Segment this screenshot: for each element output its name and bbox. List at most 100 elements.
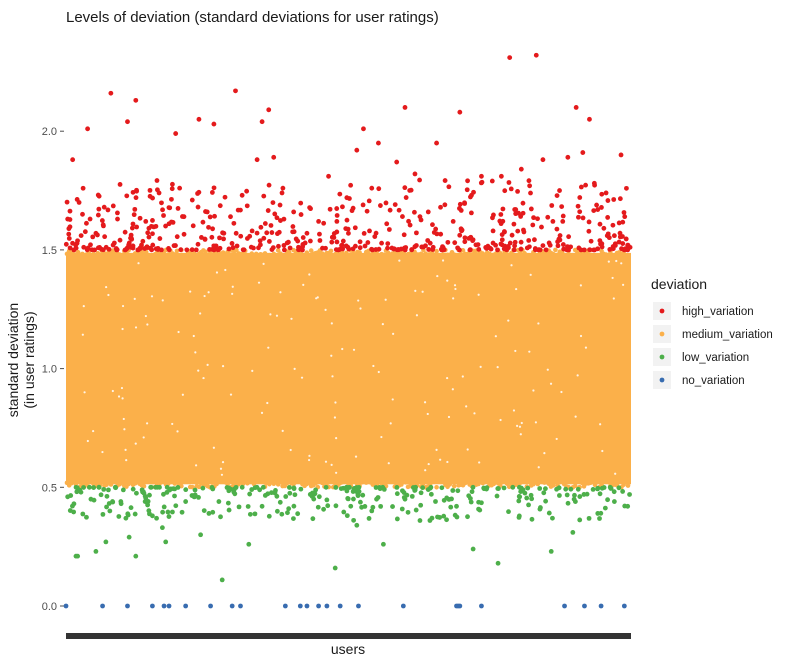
high-variation-point xyxy=(395,247,401,252)
band-gap xyxy=(447,415,451,419)
band-gap xyxy=(144,314,147,318)
low-variation-point xyxy=(67,508,73,513)
no-variation-point xyxy=(316,603,321,609)
band-gap xyxy=(192,334,195,338)
high-variation-point xyxy=(181,214,187,220)
medium-variation-point xyxy=(319,251,325,256)
band-gap xyxy=(122,417,125,421)
high-variation-point xyxy=(261,235,267,241)
medium-variation-point xyxy=(434,484,439,490)
high-variation-point xyxy=(80,185,86,191)
medium-variation-point xyxy=(192,478,197,483)
high-variation-point xyxy=(406,218,411,224)
high-variation-point xyxy=(352,225,358,231)
high-variation-point xyxy=(557,188,562,193)
high-variation-point xyxy=(484,246,489,251)
low-variation-point xyxy=(219,577,225,583)
high-variation-point xyxy=(149,247,155,253)
low-variation-point xyxy=(134,490,139,496)
low-variation-point xyxy=(516,498,522,504)
band-gap xyxy=(267,346,270,349)
high-variation-point xyxy=(402,105,408,110)
medium-variation-point xyxy=(344,477,349,483)
high-variation-point xyxy=(566,247,571,253)
high-variation-point xyxy=(499,237,505,243)
band-gap xyxy=(111,389,114,393)
chart-title: Levels of deviation (standard deviations… xyxy=(66,9,439,26)
high-variation-point xyxy=(622,214,628,220)
high-variation-point xyxy=(478,180,484,186)
medium-variation-point xyxy=(570,252,576,258)
high-variation-point xyxy=(577,195,583,200)
low-variation-point xyxy=(518,489,524,495)
medium-variation-point xyxy=(440,477,446,483)
low-variation-point xyxy=(344,488,350,494)
band-gap xyxy=(427,462,430,466)
band-gap xyxy=(398,259,401,262)
low-variation-point xyxy=(103,539,109,545)
high-variation-point xyxy=(286,239,291,245)
legend-title: deviation xyxy=(651,276,707,292)
high-variation-point xyxy=(412,209,417,215)
low-variation-point xyxy=(247,511,253,517)
high-variation-point xyxy=(254,157,260,163)
high-variation-point xyxy=(169,186,175,192)
low-variation-point xyxy=(277,499,283,505)
high-variation-point xyxy=(495,247,500,253)
high-variation-point xyxy=(490,228,496,234)
high-variation-point xyxy=(133,97,139,103)
high-variation-point xyxy=(479,173,484,179)
low-variation-point xyxy=(113,485,118,490)
high-variation-point xyxy=(426,246,432,252)
high-variation-point xyxy=(212,245,218,251)
band-gap xyxy=(212,446,215,449)
high-variation-point xyxy=(407,222,413,228)
low-variation-point xyxy=(370,504,376,510)
low-variation-point xyxy=(405,509,411,515)
medium-variation-point xyxy=(594,479,600,485)
low-variation-point xyxy=(232,486,237,492)
low-variation-point xyxy=(159,525,165,531)
high-variation-point xyxy=(599,205,604,210)
high-variation-point xyxy=(234,243,240,249)
low-variation-point xyxy=(577,494,583,499)
high-variation-point xyxy=(379,240,384,246)
low-variation-point xyxy=(166,514,172,519)
medium-variation-point xyxy=(170,478,175,483)
band-gap xyxy=(441,259,445,262)
low-variation-point xyxy=(355,493,361,499)
high-variation-point xyxy=(345,226,351,232)
low-variation-point xyxy=(260,484,266,490)
band-gap xyxy=(121,397,124,400)
high-variation-point xyxy=(258,224,264,230)
high-variation-point xyxy=(99,218,105,223)
high-variation-point xyxy=(350,246,356,252)
high-variation-point xyxy=(360,202,366,208)
no-variation-point xyxy=(166,603,172,609)
legend-item-low-variation: low_variation xyxy=(653,348,749,366)
high-variation-point xyxy=(259,119,265,125)
high-variation-point xyxy=(367,228,372,234)
low-variation-point xyxy=(272,490,278,496)
low-variation-point xyxy=(165,509,171,515)
low-variation-point xyxy=(191,493,196,499)
band-gap xyxy=(334,401,337,404)
medium-variation-point xyxy=(238,477,244,483)
low-variation-point xyxy=(590,487,596,492)
high-variation-point xyxy=(430,222,435,228)
medium-variation-point xyxy=(392,251,398,256)
high-variation-point xyxy=(320,245,325,251)
high-variation-point xyxy=(616,220,622,226)
medium-variation-point xyxy=(183,252,189,258)
high-variation-point xyxy=(586,219,592,225)
high-variation-point xyxy=(277,202,283,208)
low-variation-point xyxy=(466,493,472,499)
low-variation-point xyxy=(286,506,292,512)
high-variation-point xyxy=(407,188,413,193)
band-gap xyxy=(197,369,200,372)
medium-variation-point xyxy=(289,255,294,260)
high-variation-point xyxy=(515,228,521,234)
high-variation-point xyxy=(540,243,546,248)
band-gap xyxy=(515,287,518,291)
high-variation-point xyxy=(266,182,272,188)
